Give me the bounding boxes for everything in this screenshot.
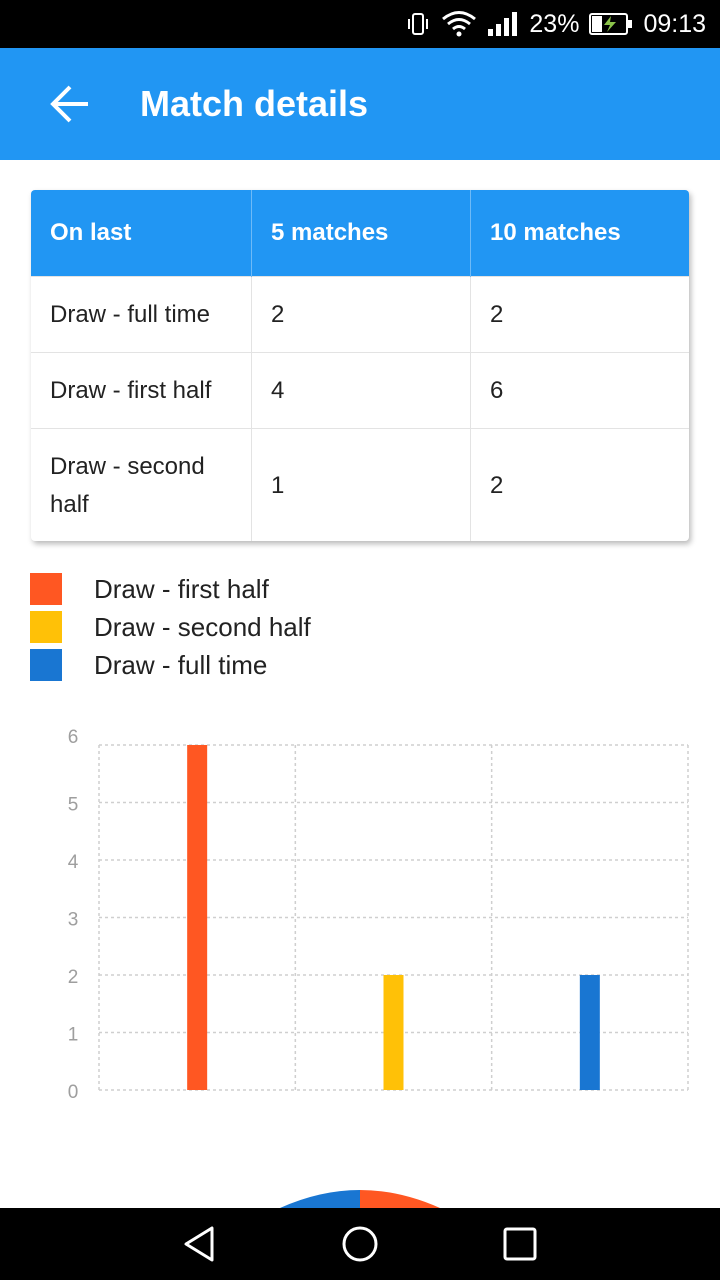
y-tick-label: 3	[68, 910, 79, 931]
y-tick-label: 5	[68, 795, 79, 816]
status-bar: 23% 09:13	[0, 0, 720, 48]
battery-percent: 23%	[529, 9, 580, 38]
stats-table-card: On last 5 matches 10 matches Draw - full…	[31, 190, 689, 541]
y-tick-label: 6	[68, 727, 79, 748]
legend-item: Draw - first half	[30, 570, 311, 608]
stats-table: On last 5 matches 10 matches Draw - full…	[31, 190, 689, 541]
header-on-last: On last	[31, 190, 252, 277]
chart-bar	[579, 975, 600, 1090]
legend-swatch	[30, 573, 62, 605]
pie-slice	[360, 1190, 440, 1208]
legend-item: Draw - second half	[30, 608, 311, 646]
pie-slice	[280, 1190, 360, 1208]
arrow-back-icon	[50, 85, 88, 123]
legend-label: Draw - first half	[94, 573, 269, 604]
row-label: Draw - first half	[31, 352, 252, 429]
wifi-icon	[441, 10, 477, 38]
clock: 09:13	[643, 9, 706, 38]
value-5-matches: 1	[251, 428, 471, 541]
y-tick-label: 0	[68, 1082, 79, 1103]
back-triangle-icon[interactable]	[178, 1222, 222, 1266]
legend-label: Draw - full time	[94, 649, 268, 680]
legend-swatch	[30, 649, 62, 681]
recents-square-icon[interactable]	[498, 1222, 542, 1266]
value-5-matches: 2	[251, 276, 471, 353]
row-label: Draw - full time	[31, 276, 252, 353]
battery-charging-icon	[589, 12, 633, 36]
header-5-matches: 5 matches	[251, 190, 471, 277]
row-label: Draw - second half	[31, 428, 252, 541]
page-title: Match details	[140, 83, 369, 124]
table-row: Draw - second half 1 2	[31, 428, 689, 541]
y-tick-label: 1	[68, 1025, 79, 1046]
y-tick-label: 4	[68, 852, 79, 873]
legend-item: Draw - full time	[30, 646, 311, 684]
value-10-matches: 6	[470, 352, 689, 429]
legend-swatch	[30, 611, 62, 643]
chart-bar	[383, 975, 404, 1090]
value-10-matches: 2	[470, 276, 689, 353]
app-bar: Match details	[0, 48, 720, 160]
signal-icon	[487, 11, 519, 37]
system-nav-bar	[0, 1208, 720, 1280]
chart-bar	[187, 745, 208, 1090]
pie-chart-partial	[280, 1190, 440, 1208]
header-10-matches: 10 matches	[470, 190, 689, 277]
table-header-row: On last 5 matches 10 matches	[31, 190, 689, 277]
vibrate-icon	[405, 11, 431, 37]
back-button[interactable]	[38, 72, 102, 136]
table-row: Draw - first half 4 6	[31, 352, 689, 429]
bar-chart: 0 1 2 3 4 5 6	[68, 727, 689, 1103]
legend-label: Draw - second half	[94, 611, 311, 642]
chart-legend: Draw - first half Draw - second half Dra…	[30, 570, 311, 684]
y-tick-label: 2	[68, 967, 79, 988]
value-5-matches: 4	[251, 352, 471, 429]
status-icons: 23% 09:13	[405, 0, 706, 48]
home-circle-icon[interactable]	[338, 1222, 382, 1266]
value-10-matches: 2	[470, 428, 689, 541]
table-row: Draw - full time 2 2	[31, 276, 689, 353]
